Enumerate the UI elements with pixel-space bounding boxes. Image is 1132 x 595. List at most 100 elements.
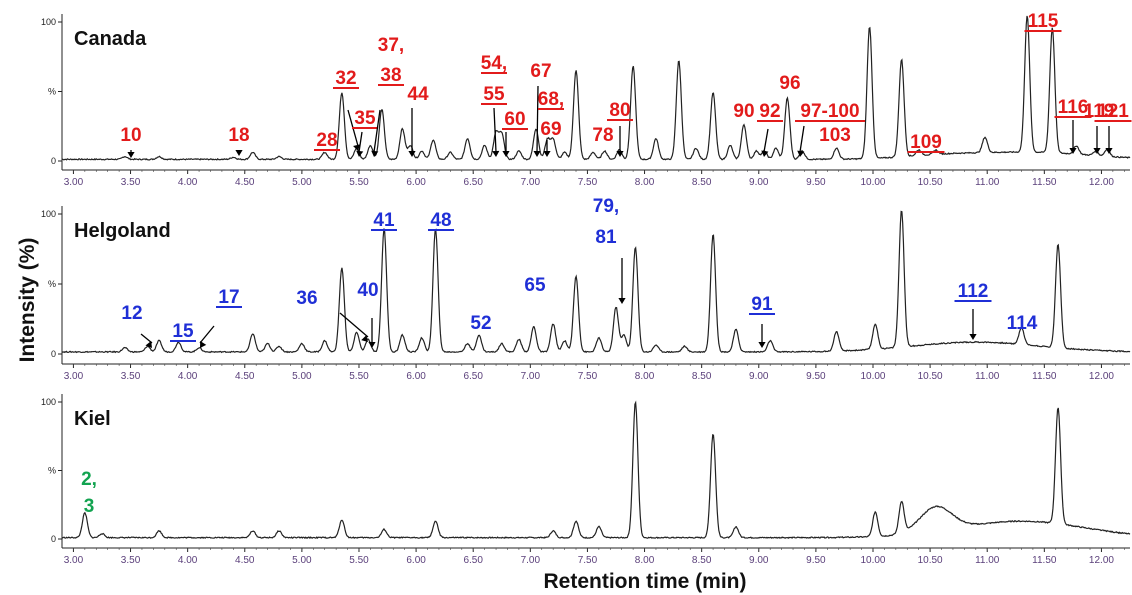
x-tick-label: 9.50 [806,177,826,188]
arrowhead [502,151,510,157]
peak-annotation: 2, [81,469,97,490]
x-tick-label: 9.50 [806,555,826,566]
peak-annotation: 112 [958,281,989,302]
y-tick-label: % [48,87,56,97]
chromatogram-trace [61,15,1131,161]
x-tick-label: 5.00 [292,177,312,188]
x-tick-label: 4.00 [178,555,198,566]
x-tick-label: 10.00 [860,555,885,566]
peak-annotation: 91 [751,294,773,315]
peak-annotation: 78 [592,125,613,146]
peak-annotation: 52 [470,313,491,334]
x-axis-label: Retention time (min) [544,570,747,593]
peak-annotation: 37, [378,35,404,56]
arrowhead [492,150,500,157]
peak-annotation: 80 [609,100,630,121]
panel-kiel: 0% 100 3.00 3.50 4.00 4.50 5.00 5.50 6.00 6.50 7.0… [41,394,1131,566]
x-tick-label: 3.50 [121,555,141,566]
arrowhead [533,150,541,157]
x-tick-label: 4.00 [178,177,198,188]
y-tick-label: 0 [51,349,56,359]
peak-annotation: 28 [316,130,337,151]
peak-annotation: 67 [530,61,551,82]
arrowhead [1093,148,1101,154]
x-tick-label: 10.50 [918,177,943,188]
x-tick-label: 10.00 [860,177,885,188]
arrowhead [371,150,379,157]
x-tick-label: 5.00 [292,555,312,566]
x-tick-label: 6.50 [463,555,483,566]
x-tick-label: 5.50 [349,371,369,382]
peak-annotation: 79, [593,196,619,217]
arrowhead [616,151,624,157]
x-tick-label: 4.00 [178,371,198,382]
chromatogram-trace [61,210,1131,354]
arrowhead [368,342,376,348]
peak-annotation: 69 [540,119,561,140]
chromatogram-trace [61,400,1131,540]
x-tick-label: 7.00 [521,371,541,382]
x-tick-label: 3.50 [121,371,141,382]
annotation-arrow [358,131,363,153]
x-tick-label: 6.00 [406,371,426,382]
arrowhead [127,152,135,158]
x-tick-label: 8.00 [635,371,655,382]
x-tick-label: 9.00 [749,555,769,566]
y-tick-label: 0 [51,534,56,544]
arrowhead [1105,148,1113,154]
peak-annotation: 48 [430,210,451,231]
panel-title: Kiel [74,408,111,430]
annotation-arrow [763,128,769,153]
peak-annotation: 97-100 [800,101,859,122]
x-tick-label: 3.00 [64,555,84,566]
peak-annotation: 96 [779,73,800,94]
x-tick-label: 6.50 [463,177,483,188]
x-tick-label: 10.00 [860,371,885,382]
arrowhead [543,151,551,157]
x-tick-label: 10.50 [918,555,943,566]
arrowhead [356,150,364,157]
x-tick-label: 8.00 [635,555,655,566]
peak-annotation: 81 [595,227,617,248]
y-axis-label: Intensity (%) [16,238,39,363]
peak-annotation: 40 [357,280,378,301]
peak-annotation: 114 [1007,313,1038,334]
peak-annotation: 109 [910,132,942,153]
peak-annotation: 68, [538,89,564,110]
peak-annotation: 121 [1097,101,1129,122]
arrowhead [969,334,977,340]
x-tick-label: 11.00 [975,371,1000,382]
annotation-arrow [339,312,369,338]
x-tick-label: 7.00 [521,555,541,566]
x-tick-label: 9.50 [806,371,826,382]
x-tick-label: 4.50 [235,177,255,188]
peak-annotation: 10 [120,125,141,146]
x-tick-label: 12.00 [1089,177,1114,188]
panel-helgoland: 0% 100 3.00 3.50 4.00 4.50 5.00 5.50 6.00 6.50 7.0… [41,196,1131,382]
x-tick-label: 5.00 [292,371,312,382]
arrowhead [353,144,361,151]
peak-annotation: 12 [121,303,142,324]
annotation-arrow [493,107,497,153]
arrowhead [618,298,626,304]
x-tick-label: 7.50 [578,555,598,566]
x-tick-label: 11.50 [1032,555,1057,566]
panel-title: Helgoland [74,220,171,242]
peak-annotation: 55 [483,84,505,105]
arrowhead [200,341,207,348]
x-tick-label: 12.00 [1089,555,1114,566]
x-tick-label: 7.50 [578,371,598,382]
peak-annotation: 90 [733,101,754,122]
x-tick-label: 11.00 [975,177,1000,188]
peak-annotation: 17 [218,287,239,308]
arrowhead [758,342,766,348]
peak-annotation: 103 [819,125,851,146]
x-tick-label: 3.50 [121,177,141,188]
peak-annotation: 35 [354,108,376,129]
x-tick-label: 10.50 [918,371,943,382]
annotation-arrow [799,125,805,153]
x-tick-label: 8.00 [635,177,655,188]
arrowhead [408,151,416,157]
x-tick-label: 3.00 [64,371,84,382]
arrowhead [761,150,769,157]
